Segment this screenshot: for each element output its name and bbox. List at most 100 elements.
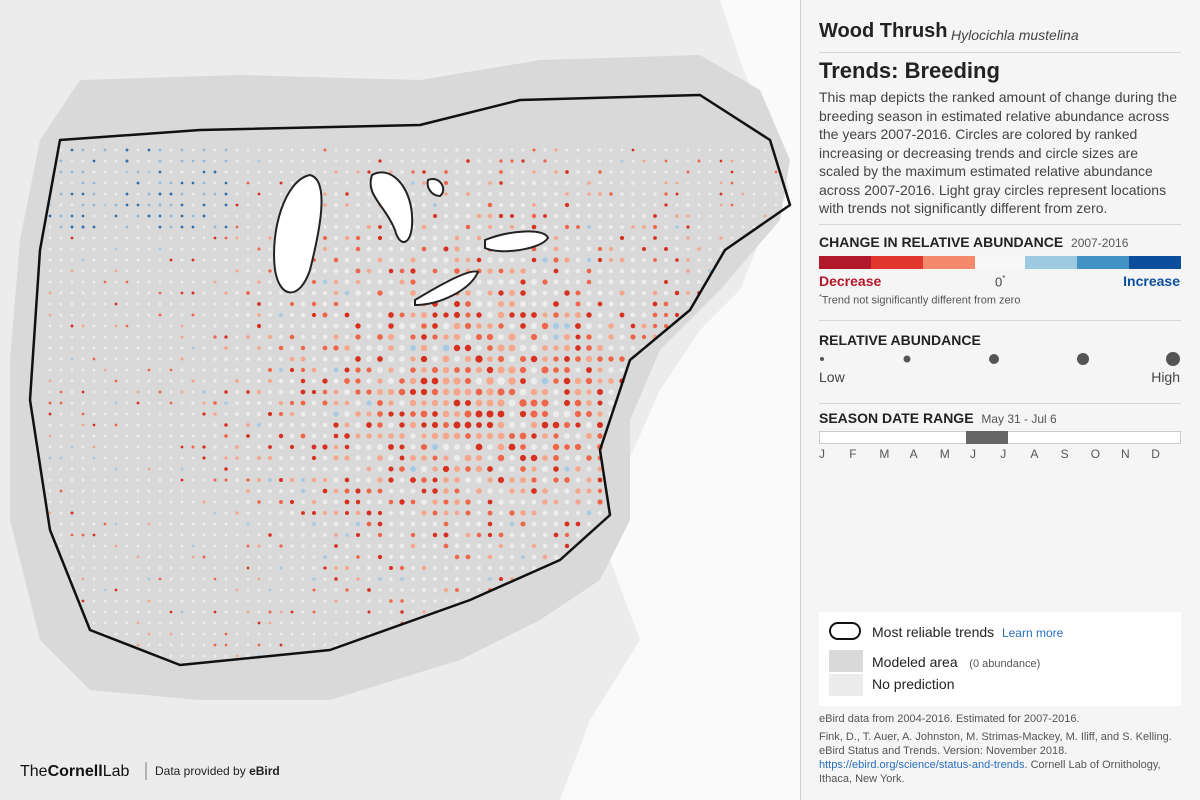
trend-dot (388, 246, 394, 252)
trend-dot (366, 455, 372, 461)
trend-dot (70, 258, 74, 262)
trend-dot (289, 499, 295, 505)
trend-dot (442, 399, 450, 407)
trend-dot (510, 159, 514, 163)
size-dot (903, 355, 911, 363)
trend-dot (486, 421, 494, 429)
divider (819, 403, 1181, 404)
trend-dot (279, 445, 283, 449)
trend-dot (169, 643, 173, 647)
trend-dot (444, 181, 448, 185)
trend-dot (300, 400, 306, 406)
citation-link[interactable]: https://ebird.org/science/status-and-tre… (819, 759, 1025, 771)
trend-dot (421, 554, 427, 560)
trend-dot (487, 510, 493, 516)
trend-dot (686, 159, 690, 163)
month-label: M (939, 447, 950, 461)
trend-dot (542, 488, 548, 494)
trend-dot (125, 434, 129, 438)
trend-dot (377, 499, 383, 505)
trend-dot (81, 379, 85, 383)
trend-dot (564, 213, 570, 219)
trend-dot (575, 345, 581, 351)
trend-dot (675, 181, 679, 185)
trend-dot (256, 367, 262, 373)
trend-dot (333, 477, 339, 483)
trend-dot (70, 467, 74, 471)
trend-dot (103, 203, 107, 207)
trend-dot (388, 455, 394, 461)
trend-dot (246, 489, 250, 493)
trend-dot (443, 257, 449, 263)
trend-dot (213, 346, 217, 350)
trend-dot (278, 433, 284, 439)
trend-dot (322, 521, 328, 527)
trend-dot (454, 576, 460, 582)
trend-dot (202, 225, 206, 229)
trend-dot (224, 500, 228, 504)
trend-dot (356, 599, 360, 603)
trend-dot (631, 192, 635, 196)
trend-dot (103, 577, 107, 581)
trend-dot (92, 192, 96, 196)
reliable-label: Most reliable trends Learn more (872, 624, 1063, 640)
trend-dot (345, 577, 349, 581)
trend-dot (147, 434, 151, 438)
trend-dot (619, 334, 625, 340)
trend-dot (497, 366, 505, 374)
trend-dot (169, 423, 173, 427)
trend-dot (136, 170, 140, 174)
trend-dot (224, 258, 228, 262)
trend-dot (246, 159, 250, 163)
trend-dot (323, 192, 327, 196)
trend-dot (125, 511, 129, 515)
trend-dot (311, 334, 317, 340)
trend-dot (464, 355, 472, 363)
trend-dot (257, 566, 261, 570)
trend-dot (497, 311, 505, 319)
trend-dot (81, 577, 85, 581)
trend-dot (487, 565, 493, 571)
trend-dot (322, 323, 328, 329)
trend-dot (158, 533, 162, 537)
trend-dot (213, 423, 217, 427)
outline-swatch (829, 622, 861, 640)
trend-dot (300, 367, 306, 373)
trend-dot (311, 356, 317, 362)
trend-dot (213, 588, 217, 592)
trend-dot (114, 401, 118, 405)
trend-dot (301, 610, 305, 614)
trend-dot (235, 258, 239, 262)
trend-dot (257, 467, 261, 471)
trend-dot (531, 367, 537, 373)
trend-dot (290, 566, 294, 570)
trend-dot (235, 390, 239, 394)
trend-dot (290, 599, 294, 603)
trend-dot (377, 290, 383, 296)
trend-dot (653, 181, 657, 185)
trend-dot (366, 433, 372, 439)
trend-dot (279, 544, 283, 548)
trend-dot (410, 433, 416, 439)
trend-dot (180, 390, 184, 394)
trend-dot (59, 445, 63, 449)
reliable-trends-outline (28, 93, 792, 667)
trend-dot (431, 355, 439, 363)
trend-dot (377, 477, 383, 483)
trend-dot (741, 159, 745, 163)
trend-dot (389, 621, 393, 625)
trend-dot (114, 159, 118, 163)
trend-dot (70, 159, 74, 163)
trend-dot (520, 378, 526, 384)
trend-dot (224, 280, 228, 284)
learn-more-link[interactable]: Learn more (1001, 626, 1064, 640)
trend-dot (278, 477, 284, 483)
trend-dot (202, 379, 206, 383)
trend-dot (92, 335, 96, 339)
trend-dot (278, 290, 284, 296)
trend-dot (311, 422, 317, 428)
trend-dot (553, 466, 559, 472)
lake-erie (414, 270, 480, 307)
trend-dot (92, 324, 96, 328)
trend-dot (410, 543, 416, 549)
